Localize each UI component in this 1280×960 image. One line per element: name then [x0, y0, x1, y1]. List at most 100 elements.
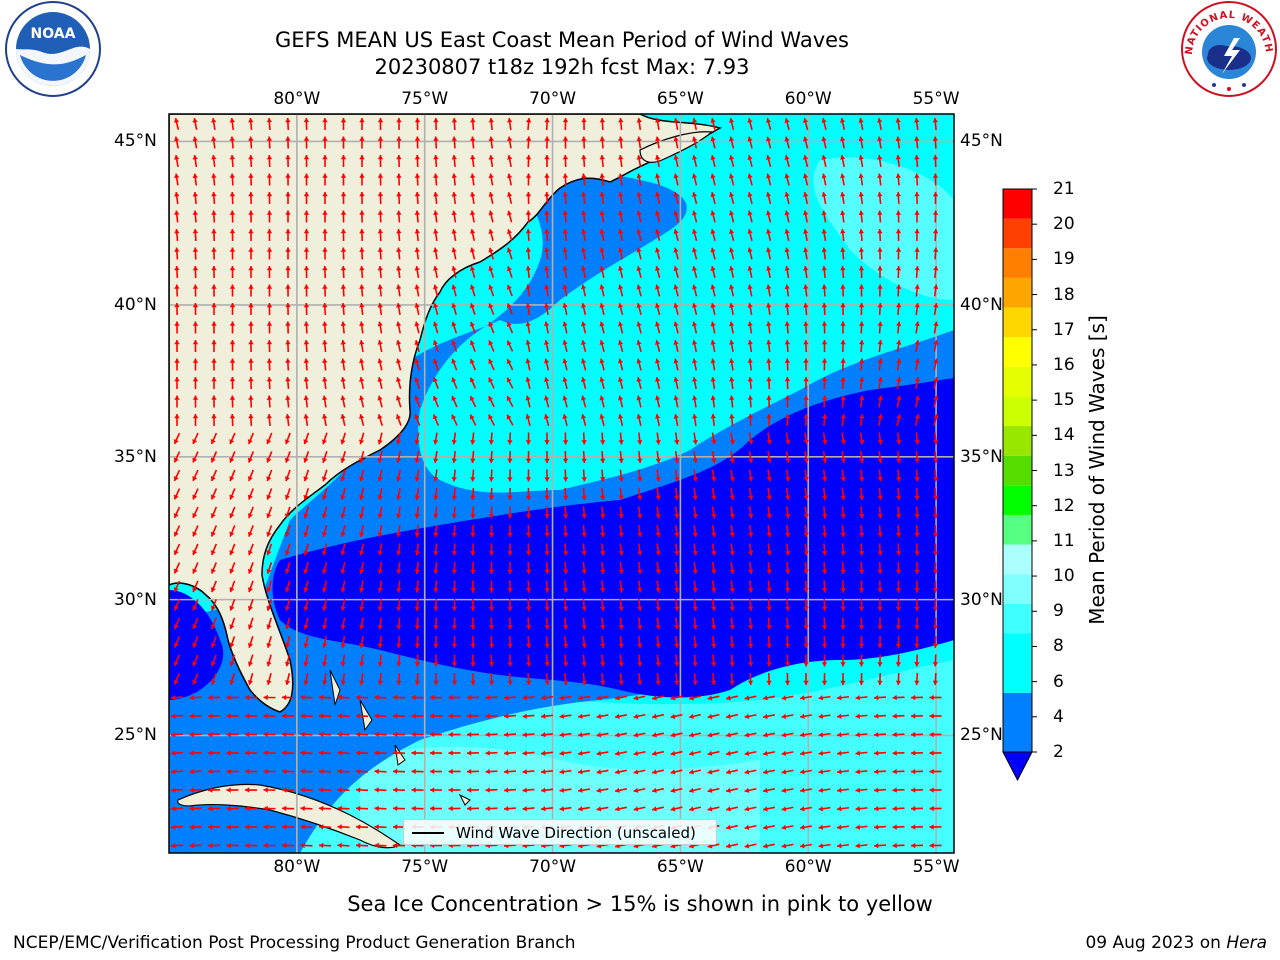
wave-direction-arrowhead — [488, 532, 495, 537]
colorbar-tick-label: 11 — [1053, 530, 1075, 551]
wave-direction-arrowhead — [617, 284, 624, 290]
wave-direction-arrowhead — [322, 210, 328, 215]
wave-direction-arrowhead — [340, 476, 346, 482]
wave-direction-arrowhead — [377, 192, 384, 197]
wave-direction-arrowhead — [800, 713, 805, 719]
wave-direction-arrowhead — [467, 713, 472, 719]
wave-direction-arrowhead — [414, 192, 421, 197]
wave-direction-arrowhead — [914, 321, 920, 327]
wave-direction-arrowhead — [932, 229, 939, 234]
wave-direction-arrowhead — [726, 824, 731, 831]
wave-direction-arrowhead — [914, 395, 921, 401]
wave-direction-arrowhead — [710, 395, 716, 401]
wave-direction-arrowhead — [895, 477, 902, 482]
wave-direction-arrowhead — [543, 414, 550, 419]
wave-direction-arrowhead — [507, 514, 513, 519]
wave-direction-arrowhead — [858, 192, 864, 197]
wave-direction-arrowhead — [803, 192, 809, 197]
wave-direction-arrowhead — [763, 787, 768, 793]
wave-direction-arrowhead — [337, 824, 342, 830]
wave-direction-arrowhead — [655, 513, 661, 519]
wave-direction-arrowhead — [655, 414, 661, 419]
wave-direction-arrowhead — [670, 769, 676, 775]
wave-direction-arrowhead — [600, 680, 606, 685]
wave-direction-arrowhead — [673, 192, 679, 197]
wave-direction-arrowhead — [822, 414, 828, 419]
wave-direction-arrowhead — [396, 662, 402, 667]
wave-direction-arrowhead — [192, 531, 198, 537]
wave-direction-arrowhead — [837, 695, 842, 701]
wave-direction-arrowhead — [322, 661, 328, 667]
wave-direction-arrowhead — [303, 155, 310, 160]
wave-direction-arrowhead — [374, 713, 379, 719]
wave-direction-arrowhead — [174, 136, 180, 142]
wave-direction-arrowhead — [562, 458, 569, 463]
wave-direction-arrowhead — [636, 303, 642, 308]
wave-direction-arrowhead — [707, 732, 713, 738]
wave-direction-arrowhead — [729, 550, 735, 556]
wave-direction-arrowhead — [562, 440, 569, 445]
wave-direction-arrowhead — [581, 458, 587, 463]
wave-direction-arrowhead — [303, 173, 310, 178]
wave-direction-arrowhead — [356, 750, 361, 756]
lat-tick-label-left: 40°N — [114, 294, 157, 315]
wave-direction-arrowhead — [636, 229, 642, 234]
wave-direction-arrowhead — [396, 587, 402, 593]
wave-direction-arrowhead — [617, 247, 624, 253]
wave-direction-arrowhead — [766, 625, 772, 630]
wave-direction-arrowhead — [467, 787, 472, 793]
wave-direction-arrowhead — [933, 377, 939, 382]
wave-direction-arrowhead — [859, 476, 865, 482]
wave-direction-arrowhead — [747, 414, 754, 419]
legend-line-swatch — [412, 832, 444, 834]
wave-direction-arrowhead — [821, 606, 828, 611]
colorbar-tick-label: 6 — [1053, 671, 1064, 692]
wave-direction-arrowhead — [525, 155, 532, 160]
wave-direction-arrowhead — [377, 247, 384, 252]
wave-direction-arrowhead — [377, 414, 383, 420]
wave-direction-arrowhead — [673, 340, 679, 345]
wave-direction-arrowhead — [525, 514, 532, 519]
wave-direction-arrowhead — [544, 606, 550, 611]
wave-direction-arrowhead — [395, 340, 402, 345]
wave-direction-arrowhead — [654, 321, 661, 327]
wave-direction-arrowhead — [729, 340, 735, 345]
wave-direction-arrowhead — [284, 643, 291, 648]
wave-direction-arrowhead — [822, 476, 828, 482]
wave-direction-arrowhead — [433, 229, 439, 234]
wave-direction-arrowhead — [729, 414, 735, 419]
wave-direction-arrowhead — [506, 322, 512, 327]
wave-direction-arrowhead — [652, 769, 657, 775]
wave-direction-arrowhead — [821, 284, 828, 289]
wave-direction-arrowhead — [711, 476, 717, 482]
wave-direction-arrowhead — [411, 787, 416, 793]
wave-direction-arrowhead — [211, 229, 217, 234]
wave-direction-arrowhead — [171, 750, 176, 756]
colorbar-tick-label: 15 — [1053, 390, 1075, 411]
wave-direction-arrowhead — [356, 713, 361, 719]
wave-direction-arrowhead — [562, 173, 569, 178]
wave-direction-arrowhead — [263, 787, 268, 793]
wave-direction-arrowhead — [211, 395, 217, 400]
wave-direction-arrowhead — [337, 731, 342, 738]
wave-direction-arrowhead — [340, 173, 347, 178]
wave-direction-arrowhead — [432, 340, 439, 346]
wave-direction-arrowhead — [192, 395, 199, 400]
wave-direction-arrowhead — [840, 513, 846, 519]
wave-direction-arrowhead — [337, 694, 342, 701]
wave-direction-arrowhead — [414, 458, 420, 463]
wave-direction-arrowhead — [544, 192, 550, 197]
wave-direction-arrowhead — [433, 606, 439, 611]
wave-direction-arrowhead — [877, 458, 883, 463]
colorbar-tick-label: 12 — [1053, 495, 1075, 516]
wave-direction-arrowhead — [192, 303, 199, 308]
wave-direction-arrowhead — [763, 713, 768, 719]
wave-direction-arrowhead — [377, 495, 383, 500]
wave-direction-arrowhead — [451, 569, 458, 574]
wave-direction-arrowhead — [173, 531, 179, 537]
wave-direction-arrowhead — [728, 266, 735, 271]
wave-direction-arrowhead — [763, 843, 768, 849]
wave-direction-arrowhead — [248, 118, 254, 123]
lat-tick-label-right: 30°N — [960, 589, 1003, 610]
wave-direction-arrowhead — [433, 247, 439, 253]
